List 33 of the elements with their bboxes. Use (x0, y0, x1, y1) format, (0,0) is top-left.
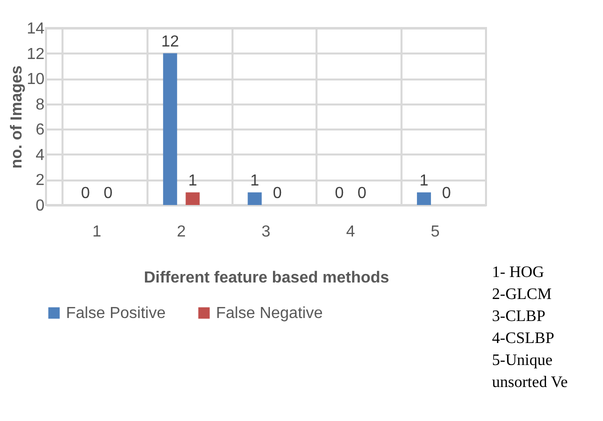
text: 1- HOG (492, 263, 545, 283)
legend-label: False Negative (216, 305, 323, 322)
y-tick-label: 6 (36, 122, 45, 139)
x-tick-label: 1 (92, 224, 102, 240)
y-tick-label: 0 (36, 198, 45, 214)
x-tick-label: 3 (262, 224, 271, 240)
data-label: 1 (419, 172, 428, 190)
data-label: 0 (272, 185, 282, 202)
x-tick-label: 5 (430, 224, 440, 240)
data-label: 0 (334, 185, 344, 202)
y-axis-title: no. of Images (8, 65, 26, 169)
y-tick-label: 8 (36, 96, 45, 114)
text: 4-CSLBP (492, 329, 556, 349)
y-tick-label: 14 (26, 20, 45, 38)
x-tick-label: 2 (176, 224, 186, 240)
data-label: 0 (357, 185, 366, 202)
y-tick-label: 4 (36, 146, 45, 164)
y-tick-label: 2 (36, 172, 45, 190)
text: 3-CLBP (492, 307, 546, 327)
text: 5-Unique (492, 351, 554, 371)
x-axis-title: Different feature based methods (144, 270, 390, 286)
text: 2-GLCM (492, 285, 553, 305)
data-label: 1 (250, 172, 260, 190)
data-label: 0 (81, 185, 90, 202)
text: unsorted Ve (492, 373, 568, 393)
data-label: 1 (188, 172, 198, 190)
y-tick-label: 10 (26, 71, 45, 88)
data-label: 0 (104, 185, 113, 202)
data-label: 12 (161, 33, 180, 50)
data-label: 0 (442, 185, 452, 202)
legend-label: False Positive (66, 305, 166, 322)
y-tick-label: 12 (26, 46, 45, 63)
x-tick-label: 4 (346, 224, 356, 240)
